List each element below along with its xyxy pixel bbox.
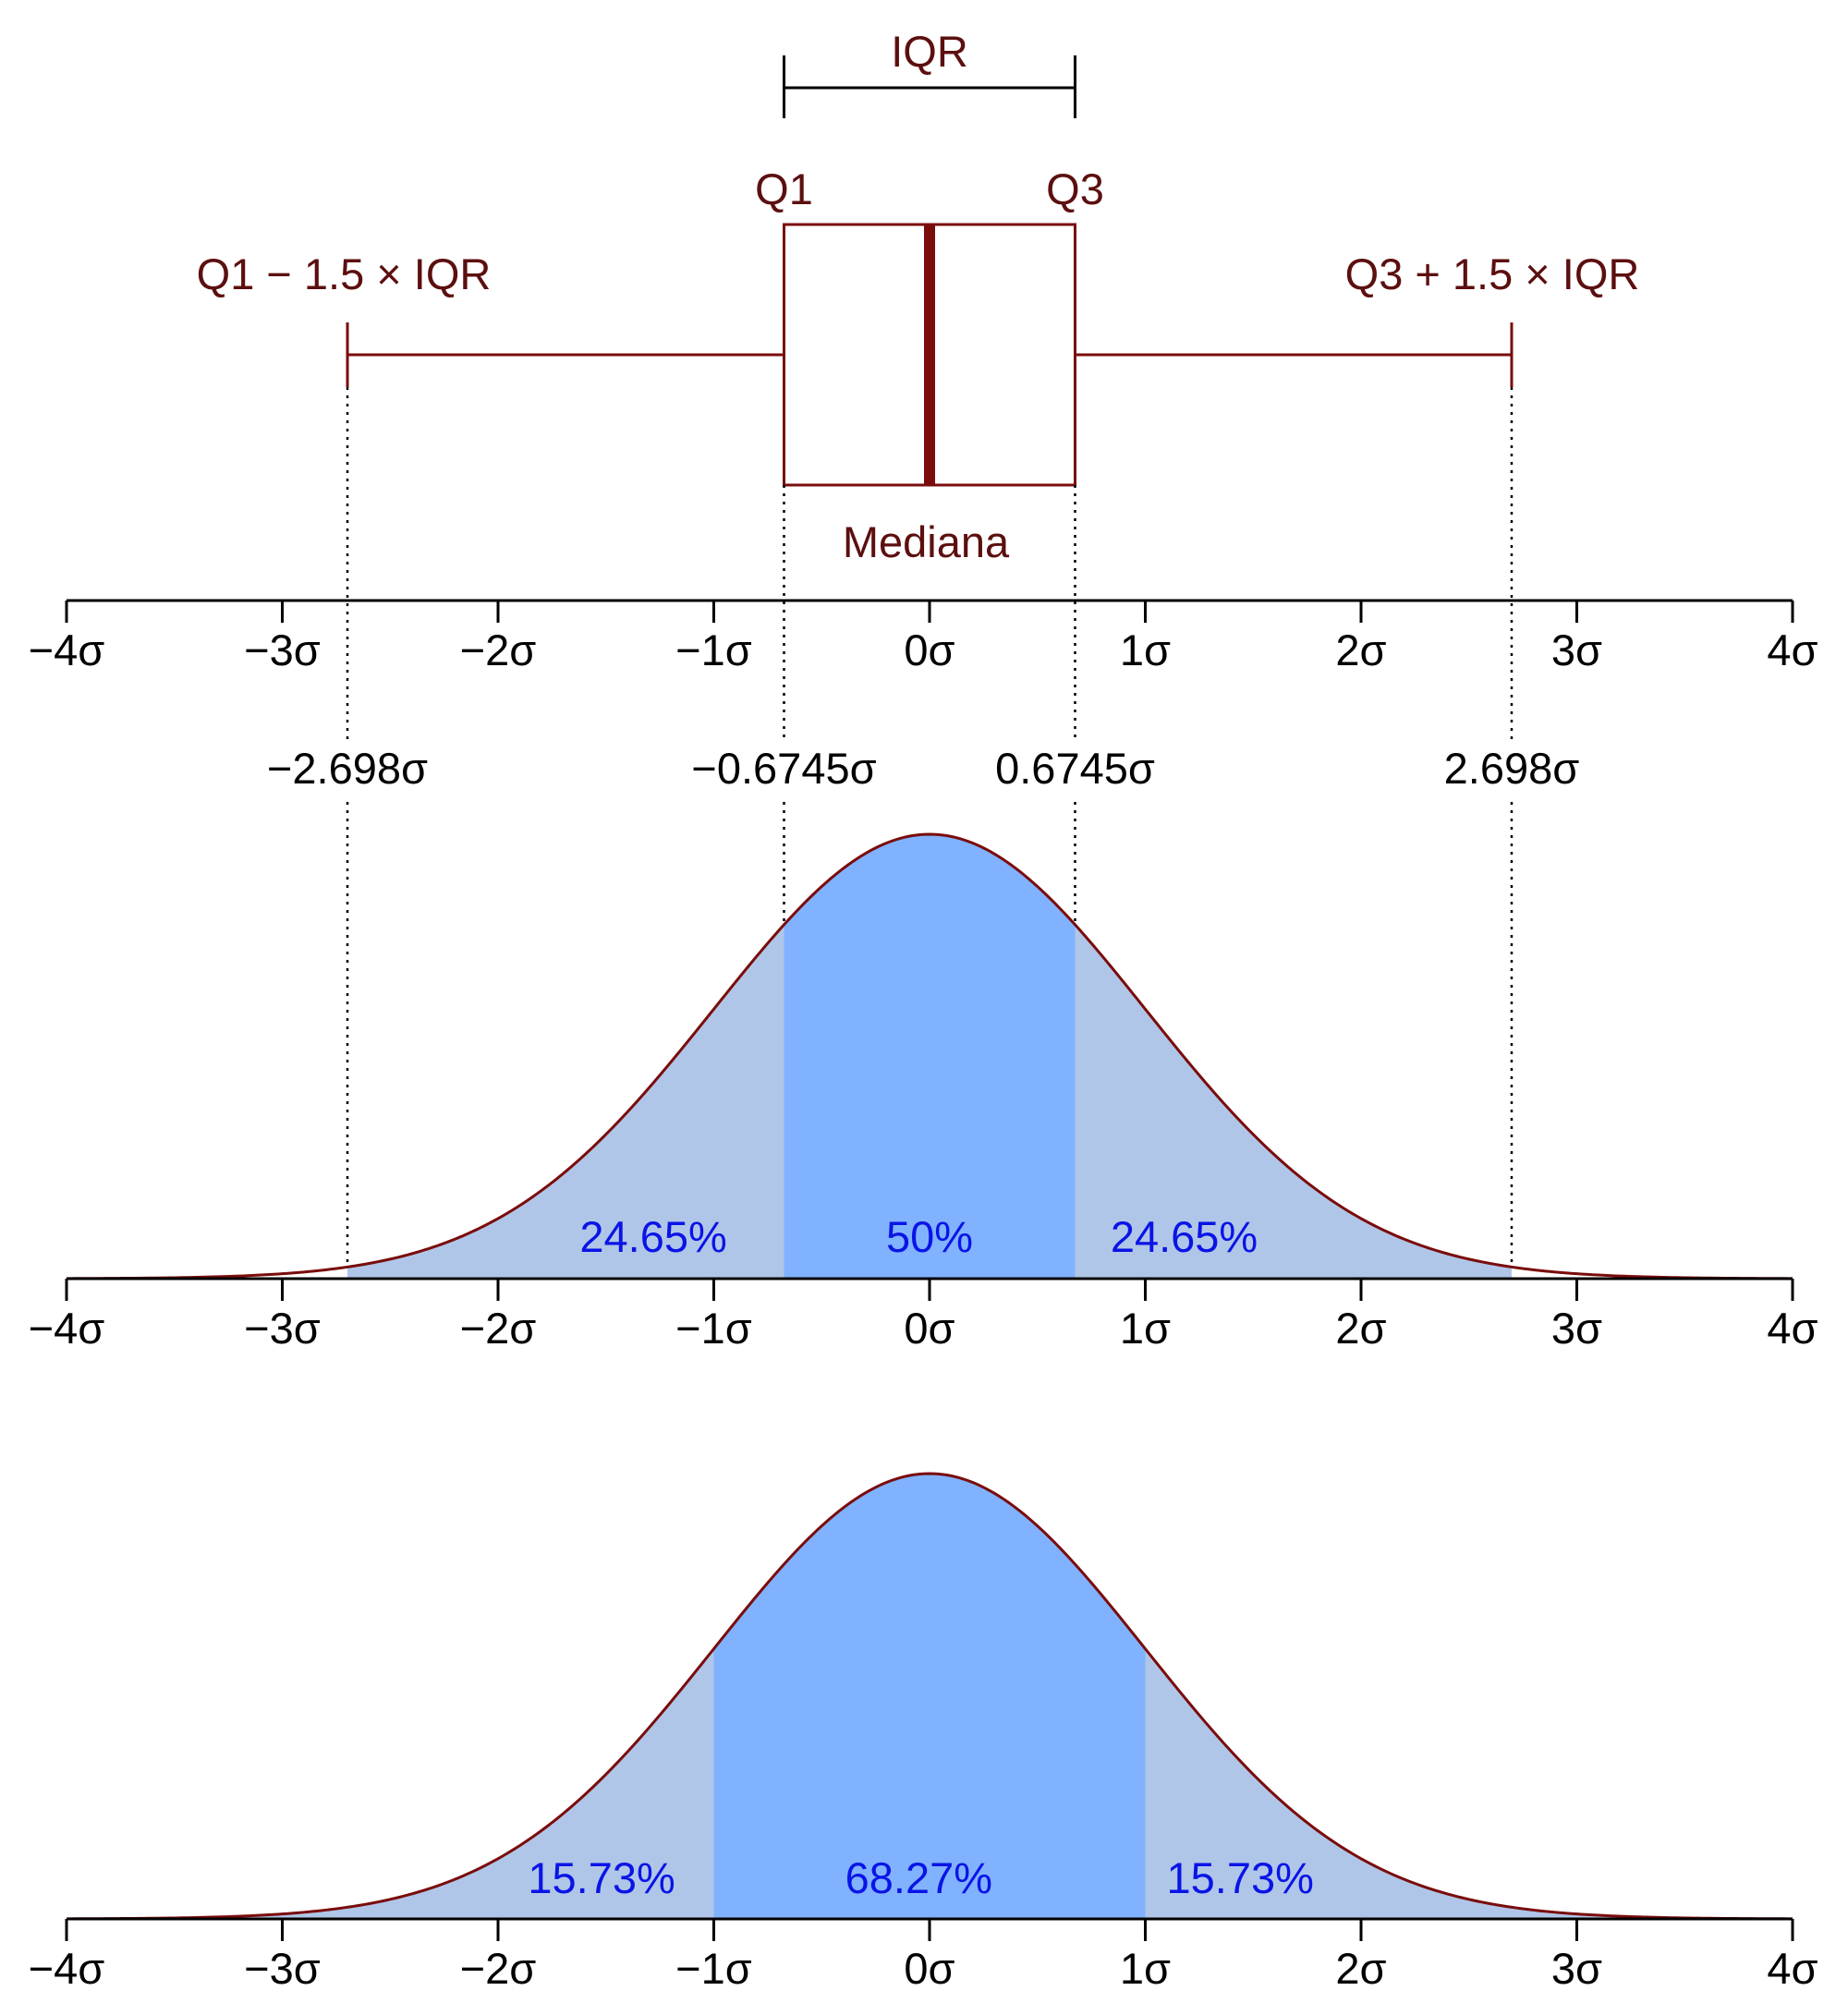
quantile-guide-lines: [346, 387, 1514, 1268]
axis-tick-label: 4σ: [1767, 1304, 1818, 1353]
upper-whisker-label: Q3 + 1.5 × IQR: [1345, 249, 1640, 298]
median-line: [924, 225, 935, 485]
quantile-label: 0.6745σ: [995, 744, 1155, 793]
q3-label: Q3: [1046, 164, 1104, 213]
axis-tick-label: −4σ: [29, 1304, 105, 1353]
q1-label: Q1: [755, 164, 813, 213]
axis-tick-label: −3σ: [244, 1944, 321, 1993]
quantile-label: −2.698σ: [267, 744, 428, 793]
axis-tick-label: −2σ: [460, 1944, 537, 1993]
shaded-region: [347, 924, 784, 1279]
boxplot: IQR Q1 Q3 Q1 − 1.5 × IQR Q3 + 1.5 × IQR …: [197, 27, 1640, 566]
axis-tick-label: 1σ: [1120, 625, 1171, 674]
distribution-1-axis: −4σ −3σ −2σ −1σ 0σ 1σ 2σ 3σ 4σ: [29, 1277, 1818, 1353]
region-percent-label: 68.27%: [845, 1853, 992, 1902]
density-curve: [66, 1472, 1793, 1921]
shaded-region: [713, 1474, 1146, 1919]
distribution-2-axis: −4σ −3σ −2σ −1σ 0σ 1σ 2σ 3σ 4σ: [29, 1917, 1818, 1993]
axis-tick-label: 2σ: [1335, 1304, 1386, 1353]
axis-tick-label: 1σ: [1120, 1304, 1171, 1353]
axis-tick-label: −1σ: [675, 1944, 752, 1993]
axis-tick-label: −3σ: [244, 625, 321, 674]
axis-tick-label: 4σ: [1767, 1944, 1818, 1993]
normal-distribution-one-sigma: 15.73% 68.27% 15.73%: [66, 1472, 1793, 1921]
axis-tick-label: −2σ: [460, 1304, 537, 1353]
axis-tick-label: −2σ: [460, 625, 537, 674]
axis-tick-label: −1σ: [675, 625, 752, 674]
axis-tick-label: −1σ: [675, 1304, 752, 1353]
density-curve: [66, 832, 1793, 1281]
axis-tick-label: 3σ: [1551, 625, 1602, 674]
shaded-region: [784, 834, 1076, 1279]
axis-tick-label: 1σ: [1120, 1944, 1171, 1993]
iqr-label: IQR: [891, 27, 968, 76]
quantile-label: 2.698σ: [1444, 744, 1580, 793]
quantile-labels: −2.698σ −0.6745σ 0.6745σ 2.698σ: [267, 744, 1579, 793]
axis-tick-label: −4σ: [29, 625, 105, 674]
region-percent-label: 50%: [886, 1212, 973, 1261]
lower-whisker-label: Q1 − 1.5 × IQR: [197, 249, 492, 298]
quantile-label: −0.6745σ: [691, 744, 876, 793]
axis-tick-label: 2σ: [1335, 625, 1386, 674]
region-percent-label: 15.73%: [1167, 1853, 1314, 1902]
axis-tick-label: 0σ: [904, 1944, 954, 1993]
axis-tick-label: 3σ: [1551, 1304, 1602, 1353]
boxplot-axis: −4σ −3σ −2σ −1σ 0σ 1σ 2σ 3σ 4σ: [29, 599, 1818, 674]
region-percent-label: 15.73%: [528, 1853, 675, 1902]
axis-tick-label: 0σ: [904, 1304, 954, 1353]
region-percent-label: 24.65%: [579, 1212, 726, 1261]
axis-tick-label: 2σ: [1335, 1944, 1386, 1993]
axis-tick-label: −4σ: [29, 1944, 105, 1993]
shaded-region: [67, 1648, 714, 1919]
shaded-region: [1075, 924, 1512, 1279]
axis-tick-label: 4σ: [1767, 625, 1818, 674]
shaded-region: [1145, 1648, 1793, 1919]
axis-tick-label: 0σ: [904, 625, 954, 674]
axis-tick-label: 3σ: [1551, 1944, 1602, 1993]
normal-distribution-iqr: 24.65% 50% 24.65%: [66, 832, 1793, 1281]
region-percent-label: 24.65%: [1111, 1212, 1258, 1261]
median-label: Mediana: [843, 517, 1010, 566]
axis-tick-label: −3σ: [244, 1304, 321, 1353]
iqr-bracket: IQR: [783, 27, 1076, 118]
